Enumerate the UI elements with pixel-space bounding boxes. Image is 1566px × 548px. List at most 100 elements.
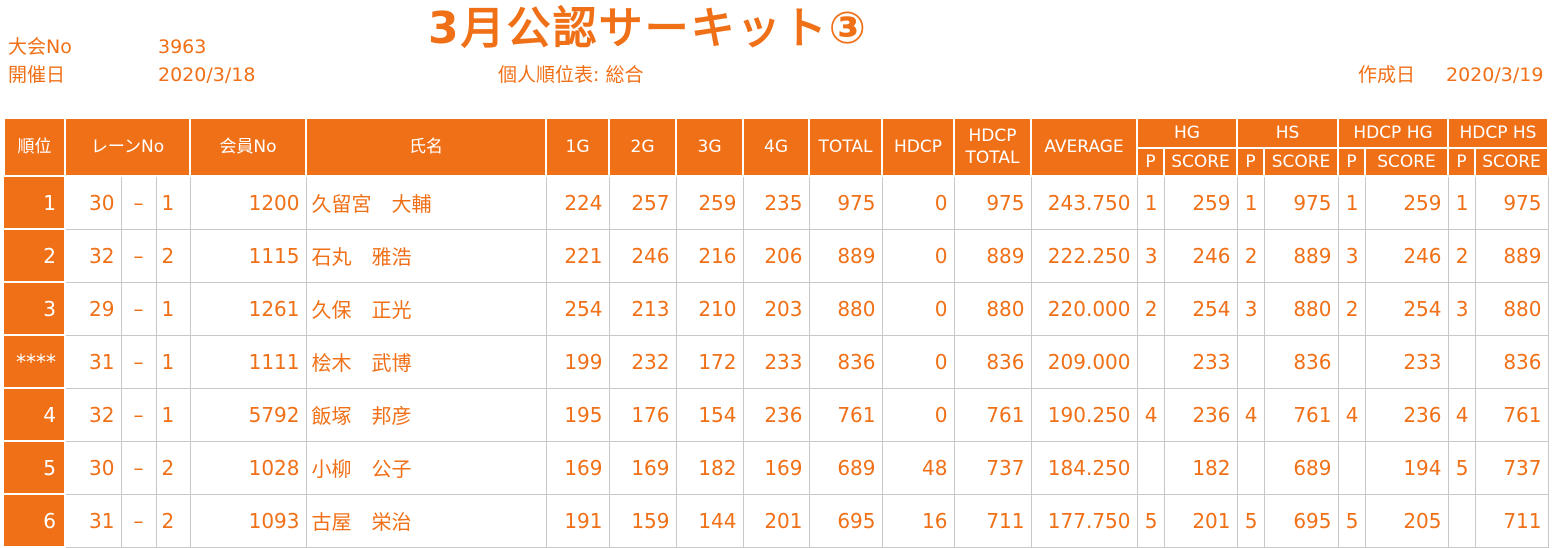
game4-cell: 203: [742, 281, 810, 336]
hdcp-hg-p-cell: 5: [1337, 493, 1366, 548]
total-cell: 975: [808, 175, 883, 230]
lane-sub-cell: 1: [155, 387, 191, 442]
lane-sub-cell: 1: [155, 334, 191, 389]
hg-p-cell: 2: [1136, 281, 1165, 336]
hdcp-hg-p-cell: 4: [1337, 387, 1366, 442]
rank-cell: ****: [4, 334, 66, 389]
game2-cell: 159: [608, 493, 677, 548]
hs-p-cell: 3: [1236, 281, 1265, 336]
hs-score-cell: 689: [1263, 440, 1339, 495]
lane-separator: –: [120, 175, 157, 230]
meet-no-value: 3963: [158, 36, 207, 58]
game2-cell: 232: [608, 334, 677, 389]
total-cell: 695: [808, 493, 883, 548]
average-cell: 243.750: [1030, 175, 1138, 230]
lane-sub-cell: 1: [155, 175, 191, 230]
date-label: 開催日: [8, 64, 66, 86]
col-hdcp: HDCP: [881, 117, 955, 177]
hg-p-cell: [1136, 440, 1165, 495]
hs-score-cell: 975: [1263, 175, 1339, 230]
hdcp-total-cell: 880: [953, 281, 1032, 336]
lane-cell: 30: [64, 175, 122, 230]
hdcp-hs-score-cell: 836: [1474, 334, 1549, 389]
hdcp-total-cell: 737: [953, 440, 1032, 495]
lane-sub-cell: 2: [155, 493, 191, 548]
game3-cell: 154: [675, 387, 744, 442]
table-row: 3 29–1 1261 久保 正光 254 213 210 203 880 0 880 220.000…: [4, 281, 1549, 336]
col-name: 氏名: [305, 117, 547, 177]
col-lane: レーンNo: [64, 117, 191, 177]
col-total: TOTAL: [808, 117, 883, 177]
hg-score-cell: 201: [1163, 493, 1238, 548]
hdcp-hs-p-cell: 5: [1447, 440, 1476, 495]
average-cell: 209.000: [1030, 334, 1138, 389]
col-hg-score: SCORE: [1163, 147, 1238, 177]
name-cell: 飯塚 邦彦: [305, 387, 547, 442]
lane-cell: 29: [64, 281, 122, 336]
game4-cell: 236: [742, 387, 810, 442]
game1-cell: 195: [545, 387, 610, 442]
lane-sub-cell: 2: [155, 228, 191, 283]
total-cell: 761: [808, 387, 883, 442]
col-hdcp-hg-score: SCORE: [1364, 147, 1449, 177]
hg-score-cell: 246: [1163, 228, 1238, 283]
game3-cell: 144: [675, 493, 744, 548]
rank-cell: 1: [4, 175, 66, 230]
hdcp-hg-score-cell: 259: [1364, 175, 1449, 230]
hdcp-hg-score-cell: 205: [1364, 493, 1449, 548]
hdcp-hs-score-cell: 737: [1474, 440, 1549, 495]
table-row: 6 31–2 1093 古屋 栄治 191 159 144 201 695 16 711 177.75…: [4, 493, 1549, 548]
hdcp-hg-p-cell: [1337, 334, 1366, 389]
table-row: 1 30–1 1200 久留宮 大輔 224 257 259 235 975 0 975 243.75…: [4, 175, 1549, 230]
hs-score-cell: 695: [1263, 493, 1339, 548]
game2-cell: 176: [608, 387, 677, 442]
lane-cell: 32: [64, 228, 122, 283]
rank-cell: 4: [4, 387, 66, 442]
game1-cell: 191: [545, 493, 610, 548]
game3-cell: 216: [675, 228, 744, 283]
col-hdcp-hs-p: P: [1447, 147, 1476, 177]
hdcp-total-cell: 975: [953, 175, 1032, 230]
col-hdcp-hg-p: P: [1337, 147, 1366, 177]
col-hs: HS: [1236, 117, 1339, 149]
col-hg: HG: [1136, 117, 1238, 149]
hs-p-cell: 5: [1236, 493, 1265, 548]
lane-sub-cell: 1: [155, 281, 191, 336]
hg-p-cell: 5: [1136, 493, 1165, 548]
lane-cell: 30: [64, 440, 122, 495]
table-row: 2 32–2 1115 石丸 雅浩 221 246 216 206 889 0 889 222.250…: [4, 228, 1549, 283]
hdcp-hs-score-cell: 761: [1474, 387, 1549, 442]
hdcp-hg-score-cell: 233: [1364, 334, 1449, 389]
lane-separator: –: [120, 228, 157, 283]
hdcp-hg-score-cell: 236: [1364, 387, 1449, 442]
hdcp-hs-score-cell: 880: [1474, 281, 1549, 336]
hdcp-cell: 0: [881, 228, 955, 283]
game1-cell: 221: [545, 228, 610, 283]
hs-score-cell: 761: [1263, 387, 1339, 442]
hg-score-cell: 254: [1163, 281, 1238, 336]
game3-cell: 182: [675, 440, 744, 495]
member-no-cell: 1111: [189, 334, 307, 389]
hdcp-cell: 0: [881, 281, 955, 336]
hs-p-cell: [1236, 334, 1265, 389]
game4-cell: 233: [742, 334, 810, 389]
game1-cell: 224: [545, 175, 610, 230]
hs-p-cell: 2: [1236, 228, 1265, 283]
game2-cell: 169: [608, 440, 677, 495]
col-hs-p: P: [1236, 147, 1265, 177]
lane-sub-cell: 2: [155, 440, 191, 495]
hdcp-total-cell: 711: [953, 493, 1032, 548]
hg-p-cell: 1: [1136, 175, 1165, 230]
hdcp-hg-score-cell: 246: [1364, 228, 1449, 283]
rank-cell: 6: [4, 493, 66, 548]
lane-separator: –: [120, 334, 157, 389]
hg-score-cell: 233: [1163, 334, 1238, 389]
average-cell: 222.250: [1030, 228, 1138, 283]
lane-separator: –: [120, 281, 157, 336]
hdcp-hg-p-cell: [1337, 440, 1366, 495]
hdcp-cell: 0: [881, 175, 955, 230]
meet-no-label: 大会No: [8, 36, 72, 58]
col-hs-score: SCORE: [1263, 147, 1339, 177]
hdcp-hg-p-cell: 1: [1337, 175, 1366, 230]
page-title: 3月公認サーキット③: [428, 3, 868, 54]
